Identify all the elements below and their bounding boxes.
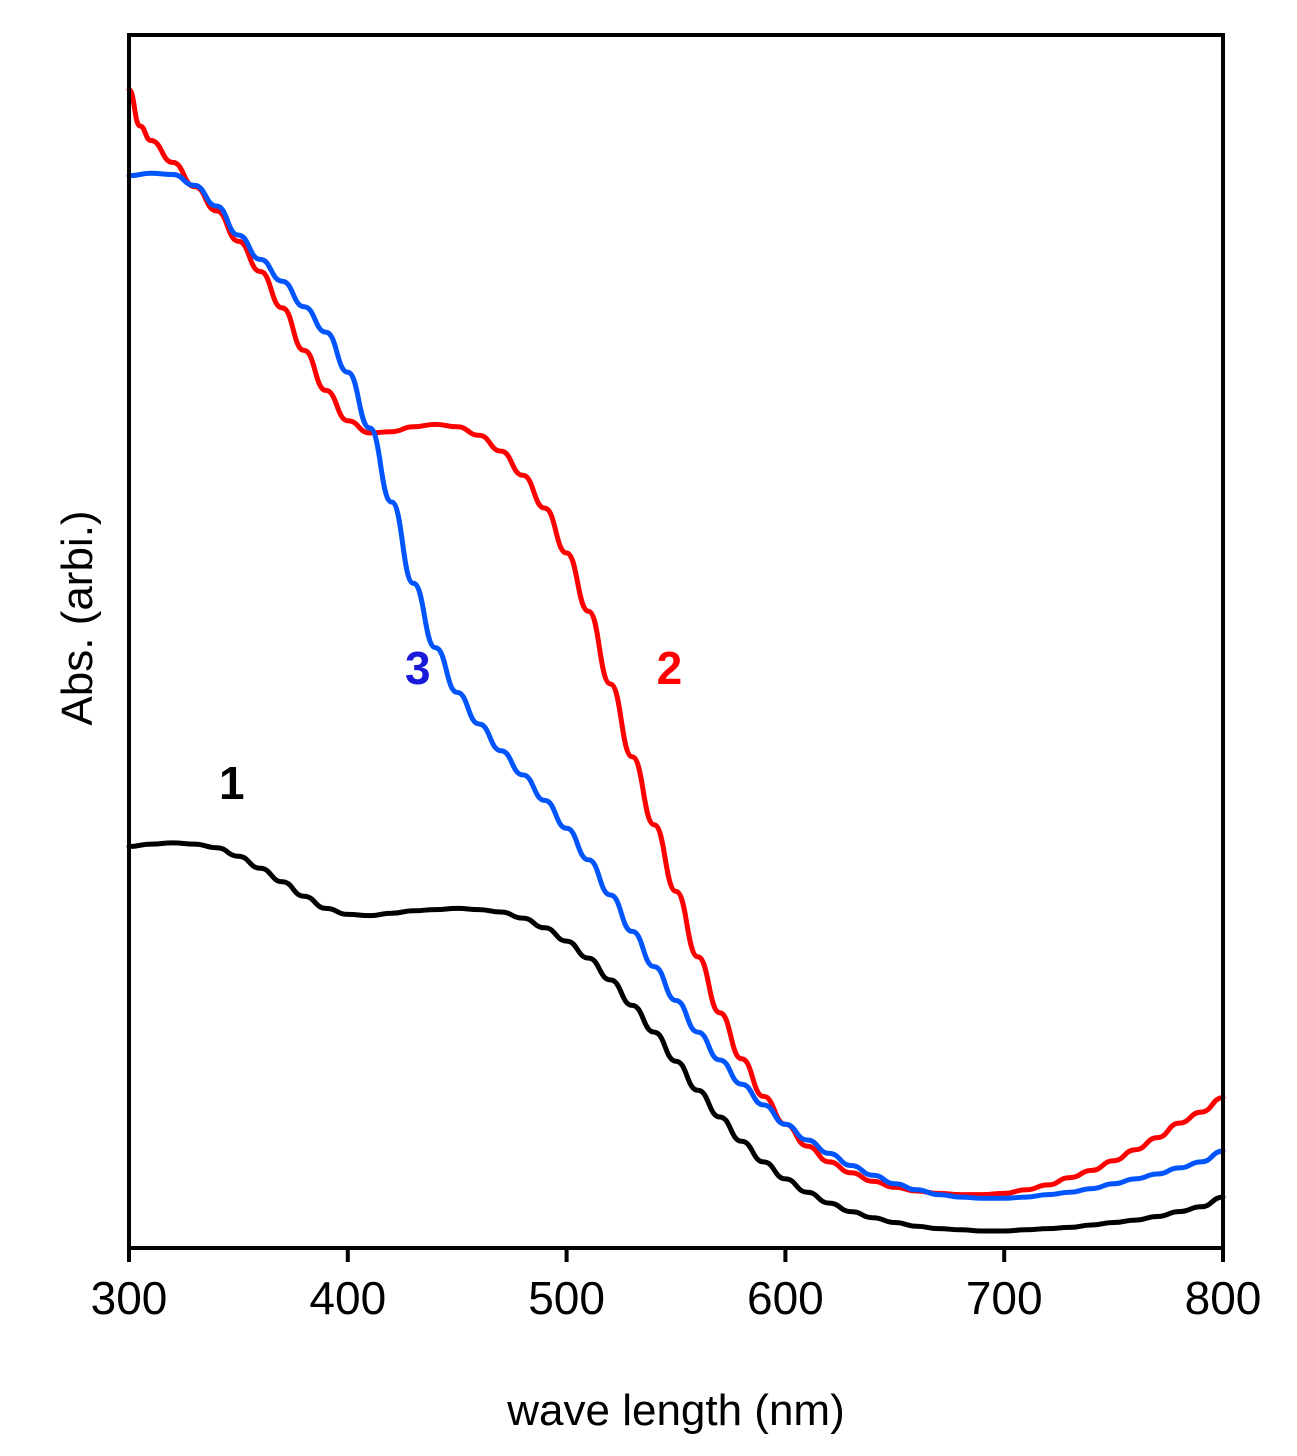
x-axis-label: wave length (nm) [506, 1386, 844, 1435]
x-tick-label: 500 [528, 1272, 605, 1324]
x-tick-label: 700 [966, 1272, 1043, 1324]
x-tick-label: 600 [747, 1272, 824, 1324]
annotation-layer: 1 2 3 [219, 642, 682, 809]
series-line-3 [126, 170, 1226, 1201]
x-tick-label: 800 [1185, 1272, 1262, 1324]
series-line-2 [126, 87, 1226, 1198]
y-axis-label: Abs. (arbi.) [53, 510, 102, 725]
x-tick-label: 300 [91, 1272, 168, 1324]
x-axis-ticks: 300 400 500 600 700 800 [91, 1248, 1262, 1324]
curve-label-1: 1 [219, 757, 245, 809]
curve-label-2: 2 [657, 642, 683, 694]
x-tick-label: 400 [309, 1272, 386, 1324]
curve-label-3: 3 [405, 642, 431, 694]
series-line-1 [126, 840, 1226, 1234]
series-layer [126, 87, 1226, 1234]
plot-frame [127, 33, 1225, 1250]
